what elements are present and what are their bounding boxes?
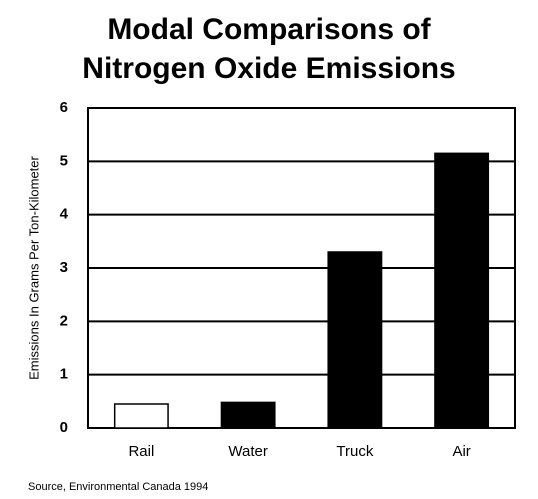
y-axis-label: Emissions In Grams Per Ton-Kilometer (26, 155, 41, 379)
y-tick-label: 6 (60, 99, 68, 116)
x-tick-label: Rail (128, 443, 154, 460)
chart-title: Modal Comparisons of Nitrogen Oxide Emis… (82, 13, 456, 85)
source: Source, Environmental Canada 1994 (28, 481, 208, 493)
y-tick-label: 4 (60, 206, 69, 223)
bar (113, 403, 169, 429)
y-tick-label: 3 (60, 259, 68, 276)
y-tick-label: 2 (60, 312, 68, 329)
bar (327, 251, 383, 429)
bar (220, 401, 276, 429)
y-tick-label: 0 (60, 419, 68, 436)
bar (434, 152, 490, 429)
y-tick-label: 5 (60, 152, 68, 169)
y-tick-label: 1 (60, 366, 68, 383)
x-tick-label: Air (452, 443, 470, 460)
x-tick-label: Water (228, 443, 267, 460)
x-tick-label: Truck (336, 443, 373, 460)
